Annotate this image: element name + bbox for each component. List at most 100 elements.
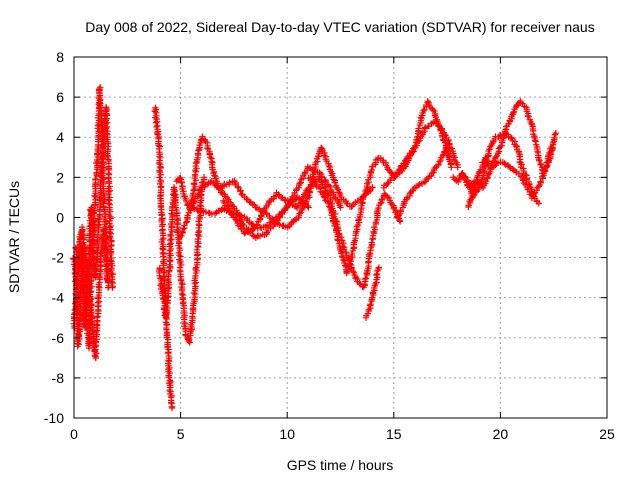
data-point [105,200,112,207]
data-point [415,182,422,189]
data-point [296,200,304,207]
data-point [80,321,88,329]
data-point [520,177,527,184]
data-point [226,179,233,186]
data-point [321,184,329,191]
data-point [361,281,368,288]
data-point [454,164,461,171]
data-point [173,219,181,227]
data-point [321,193,328,200]
data-point [86,297,94,305]
data-point [552,130,560,137]
data-point [500,134,507,142]
series-sat-l [380,118,461,191]
x-tick-label: 20 [493,426,509,442]
data-point [335,188,342,196]
data-point [506,163,513,170]
data-point [328,212,336,219]
data-point [71,306,79,314]
data-point [420,107,427,115]
data-point [501,160,508,167]
data-point [325,162,333,170]
data-point [238,190,245,198]
data-point [263,229,271,236]
data-point [211,210,219,217]
data-point [384,180,391,187]
data-point [473,178,480,186]
data-point [178,232,185,240]
x-tick-label: 0 [70,426,78,442]
data-point [326,203,334,211]
data-point [178,290,186,298]
data-point [168,404,176,412]
data-point [431,107,438,115]
series-sat-k [362,264,383,321]
data-point [441,131,448,138]
data-point [194,150,202,157]
data-point [109,284,116,291]
data-point [330,176,337,183]
data-point [212,175,220,182]
y-tick-label: -2 [52,250,65,266]
data-point [207,179,214,186]
data-point [362,275,369,283]
data-point [291,216,299,224]
data-point [530,190,538,198]
data-point [362,187,369,195]
data-point [103,130,110,137]
data-point [200,174,208,181]
data-point [92,175,99,183]
data-point [253,221,261,228]
series-sat-c [72,223,112,362]
data-point [192,272,199,280]
data-point [213,182,221,190]
plot-points [70,84,560,412]
data-point [396,218,404,225]
series-sat-b [70,104,116,332]
data-point [276,221,283,228]
data-point [87,212,95,219]
data-point [164,285,172,292]
data-point [180,225,187,232]
data-point [250,225,257,232]
series-sat-p [458,144,555,202]
data-point [192,159,200,167]
data-point [301,191,308,198]
data-point [171,190,178,198]
data-point [482,178,490,185]
data-point [377,199,384,207]
data-point [375,204,382,212]
data-point [164,349,172,357]
data-point [190,187,197,194]
data-point [454,176,462,184]
data-point [197,202,205,210]
data-point [461,175,468,182]
data-point [302,189,309,197]
data-point [510,109,517,117]
data-point [182,219,190,226]
x-tick-label: 25 [599,426,615,442]
data-point [535,183,543,190]
data-point [243,195,250,203]
data-point [324,190,331,198]
data-point [163,302,170,310]
data-point [94,122,102,130]
data-point [395,212,403,219]
data-point [525,113,532,120]
data-point [157,154,164,162]
data-point [106,187,114,194]
y-tick-label: 6 [56,89,64,105]
data-point [243,215,251,222]
data-point [536,157,543,164]
x-axis-label: GPS time / hours [287,457,394,473]
data-point [456,175,463,183]
data-point [338,250,345,257]
y-tick-label: 8 [56,49,64,65]
data-point [549,139,557,147]
y-tick-label: -10 [44,410,64,426]
data-point [179,228,186,236]
data-point [373,271,380,279]
chart-title: Day 008 of 2022, Sidereal Day-to-day VTE… [85,19,594,35]
data-point [97,123,105,131]
